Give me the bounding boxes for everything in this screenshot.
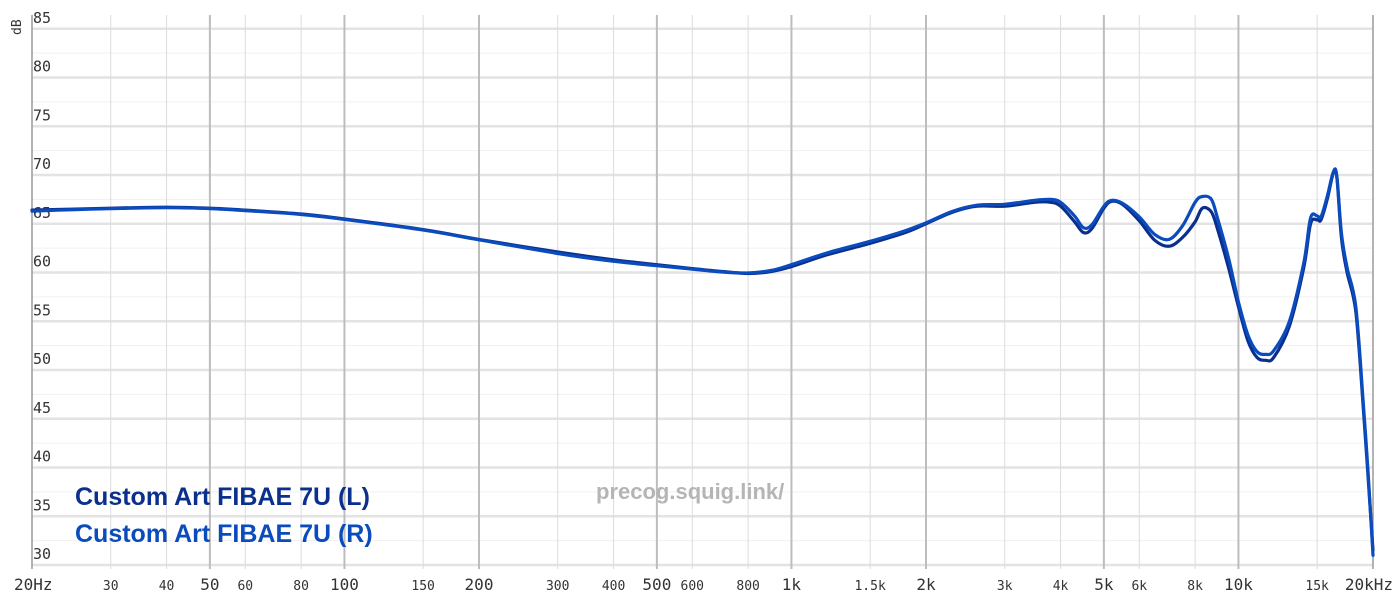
y-tick-label: 70 (33, 155, 51, 173)
x-tick-label: 15k (1305, 579, 1329, 594)
series-line-right (30, 167, 1375, 557)
x-tick-label: 6k (1131, 579, 1147, 594)
x-tick-label: 3k (997, 579, 1013, 594)
x-tick-label: 60 (237, 579, 253, 594)
x-tick-label: 8k (1187, 579, 1203, 594)
x-tick-label: 1k (782, 575, 802, 594)
x-tick-label: 2k (916, 575, 936, 594)
legend: Custom Art FIBAE 7U (L) Custom Art FIBAE … (75, 483, 373, 548)
legend-entry-right: Custom Art FIBAE 7U (R) (75, 520, 373, 548)
y-tick-label: 45 (33, 399, 51, 417)
legend-entry-left: Custom Art FIBAE 7U (L) (75, 483, 370, 511)
y-tick-label: 85 (33, 9, 51, 27)
x-tick-label: 4k (1053, 579, 1069, 594)
y-tick-label: 50 (33, 350, 51, 368)
y-tick-label: 55 (33, 301, 51, 319)
x-tick-label: 20Hz (14, 575, 53, 594)
x-tick-label: 10k (1224, 575, 1253, 594)
series-curves (30, 167, 1375, 557)
y-tick-label: 80 (33, 58, 51, 76)
x-tick-label: 5k (1094, 575, 1114, 594)
x-tick-label: 500 (642, 575, 671, 594)
x-tick-label: 100 (330, 575, 359, 594)
x-tick-label: 40 (159, 579, 175, 594)
y-tick-label: 75 (33, 106, 51, 124)
y-axis-unit-label: dB (10, 19, 25, 35)
x-tick-label: 30 (103, 579, 119, 594)
x-tick-label: 400 (602, 579, 625, 594)
x-tick-label: 800 (736, 579, 759, 594)
x-tick-label: 50 (200, 575, 219, 594)
y-axis-ticks: 30 35 40 45 50 55 60 65 70 75 80 85 (33, 9, 51, 563)
x-tick-label: 300 (546, 579, 569, 594)
x-axis-ticks: 20Hz 30 40 50 60 80 100 150 200 300 400 500 600 800 1k… (14, 575, 1393, 594)
x-tick-label: 150 (411, 579, 434, 594)
watermark-url: precog.squig.link/ (596, 479, 784, 504)
x-tick-label: 1.5k (854, 579, 885, 594)
x-tick-label: 20kHz (1345, 575, 1393, 594)
grid (31, 15, 1374, 569)
x-tick-label: 200 (465, 575, 494, 594)
x-tick-label: 80 (293, 579, 309, 594)
x-tick-label: 600 (681, 579, 704, 594)
y-tick-label: 30 (33, 545, 51, 563)
y-tick-label: 60 (33, 253, 51, 271)
y-tick-label: 35 (33, 496, 51, 514)
y-tick-label: 65 (33, 204, 51, 222)
y-tick-label: 40 (33, 448, 51, 466)
